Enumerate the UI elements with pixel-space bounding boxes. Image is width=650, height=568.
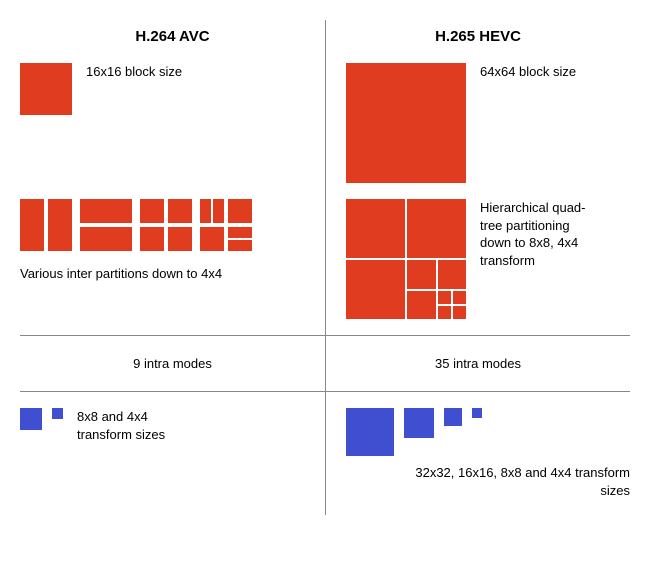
right-block-cell: 64x64 block size	[325, 63, 630, 199]
right-header: H.265 HEVC	[325, 20, 630, 63]
left-transforms-cell: 8x8 and 4x4 transform sizes	[20, 392, 325, 515]
partition-item	[140, 199, 192, 251]
right-quadtree-caption: Hierarchical quad-tree partitioning down…	[480, 199, 600, 269]
left-block-cell: 16x16 block size	[20, 63, 325, 199]
comparison-grid: H.264 AVC H.265 HEVC 16x16 block size 64…	[20, 20, 630, 515]
right-block-label: 64x64 block size	[480, 63, 576, 81]
right-intra-label: 35 intra modes	[325, 336, 630, 391]
right-transforms-label: 32x32, 16x16, 8x8 and 4x4 transform size…	[346, 456, 630, 499]
left-intra-label: 9 intra modes	[20, 336, 325, 391]
partition-item	[200, 199, 252, 251]
right-transform-squares	[346, 408, 630, 456]
partition-item	[80, 199, 132, 251]
right-quadtree	[346, 199, 466, 319]
left-partitions	[20, 199, 252, 251]
right-transforms-cell: 32x32, 16x16, 8x8 and 4x4 transform size…	[325, 392, 630, 515]
left-header: H.264 AVC	[20, 20, 325, 63]
transform-square	[20, 408, 42, 430]
right-block-square	[346, 63, 466, 183]
left-block-label: 16x16 block size	[86, 63, 182, 81]
partition-item	[20, 199, 72, 251]
left-transforms-label: 8x8 and 4x4 transform sizes	[77, 408, 197, 443]
right-quadtree-cell: Hierarchical quad-tree partitioning down…	[325, 199, 630, 335]
transform-square	[472, 408, 482, 418]
transform-square	[52, 408, 63, 419]
transform-square	[404, 408, 434, 438]
transform-square	[444, 408, 462, 426]
left-transform-squares	[20, 408, 63, 430]
transform-square	[346, 408, 394, 456]
left-partitions-cell: Various inter partitions down to 4x4	[20, 199, 325, 335]
left-block-square	[20, 63, 72, 115]
left-partitions-caption: Various inter partitions down to 4x4	[20, 266, 305, 281]
